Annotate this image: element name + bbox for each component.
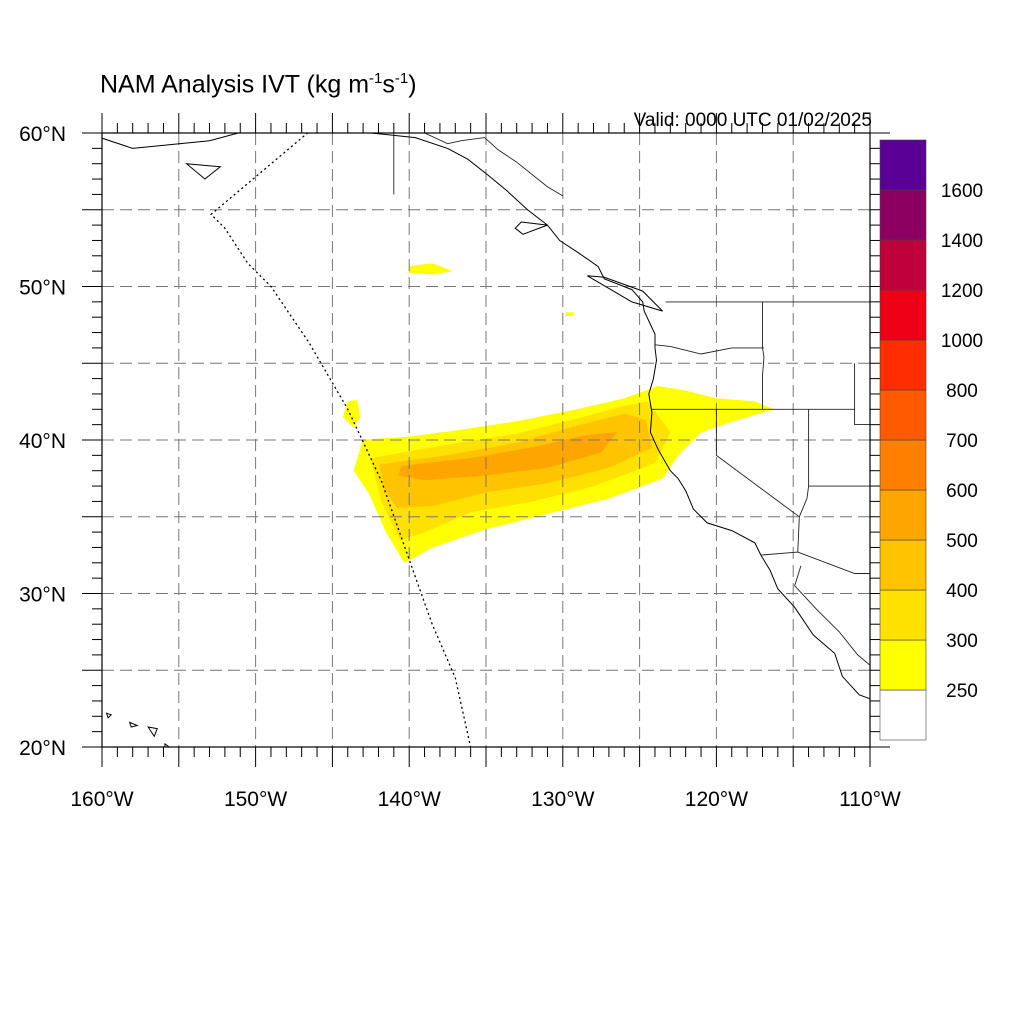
ivt-contour-250-3 [565,312,574,316]
lon-tick-label: 160°W [70,788,133,811]
map-title: NAM Analysis IVT (kg m-1s-1) [100,70,417,99]
ivt-contour-250-1 [342,399,361,428]
political-border [794,565,870,666]
lat-tick-label: 30°N [19,584,66,607]
colorbar-label: 1600 [941,181,983,202]
island-outline [105,712,113,719]
map-axis-labels: 160°W 150°W 140°W 130°W 120°W 110°W 60°N 50°N 40… [19,123,901,811]
lon-tick-label: 130°W [531,788,594,811]
colorbar-box [879,239,927,291]
island-outline [147,726,158,738]
colorbar-label: 250 [946,681,978,702]
lon-tick-label: 110°W [839,788,901,811]
colorbar-box [879,539,927,591]
colorbar-label: 600 [946,481,978,502]
ivt-contour-500-6 [398,432,617,481]
ivt-colorbar: 250 300 400 500 600 700 800 1000 1200 1400 1600 [879,139,983,741]
colorbar-box [879,589,927,641]
colorbar-box [879,489,927,541]
colorbar-box [879,639,927,691]
colorbar-label: 800 [946,381,978,402]
island-outline [128,721,139,728]
political-border [854,363,870,426]
lat-tick-label: 20°N [19,737,66,760]
coastline [102,133,870,700]
lat-tick-label: 40°N [19,430,66,453]
lon-tick-label: 120°W [685,788,748,811]
ivt-shading-layer [342,263,774,564]
political-border [798,409,810,517]
lon-tick-label: 150°W [224,788,287,811]
colorbar-box [879,289,927,341]
lon-tick-label: 140°W [378,788,441,811]
colorbar-label: 500 [946,531,978,552]
island-outline [184,163,222,180]
colorbar-box [879,439,927,491]
colorbar-box [879,689,927,741]
colorbar-box [879,139,927,191]
political-border [715,409,800,518]
island-outline [587,275,663,312]
colorbar-label: 1000 [941,331,983,352]
political-border [654,344,764,355]
colorbar-label: 400 [946,581,978,602]
colorbar-box [879,389,927,441]
map-plot-area [102,133,870,747]
valid-time-label: Valid: 0000 UTC 01/02/2025 [633,110,872,131]
ivt-contour-250-2 [408,263,453,275]
island-outline [514,221,548,235]
coastlines-and-borders [102,133,870,747]
political-border [762,301,765,410]
colorbar-box [879,339,927,391]
lat-tick-label: 60°N [19,123,66,146]
political-border [424,133,564,197]
political-border [797,516,800,553]
map-gridlines [102,133,870,747]
colorbar-label: 700 [946,431,978,452]
model-domain-boundary [210,133,472,747]
colorbar-label: 300 [946,631,978,652]
colorbar-label: 1200 [941,281,983,302]
colorbar-box [879,189,927,241]
lat-tick-label: 50°N [19,277,66,300]
colorbar-label: 1400 [941,231,983,252]
political-border [760,551,870,574]
